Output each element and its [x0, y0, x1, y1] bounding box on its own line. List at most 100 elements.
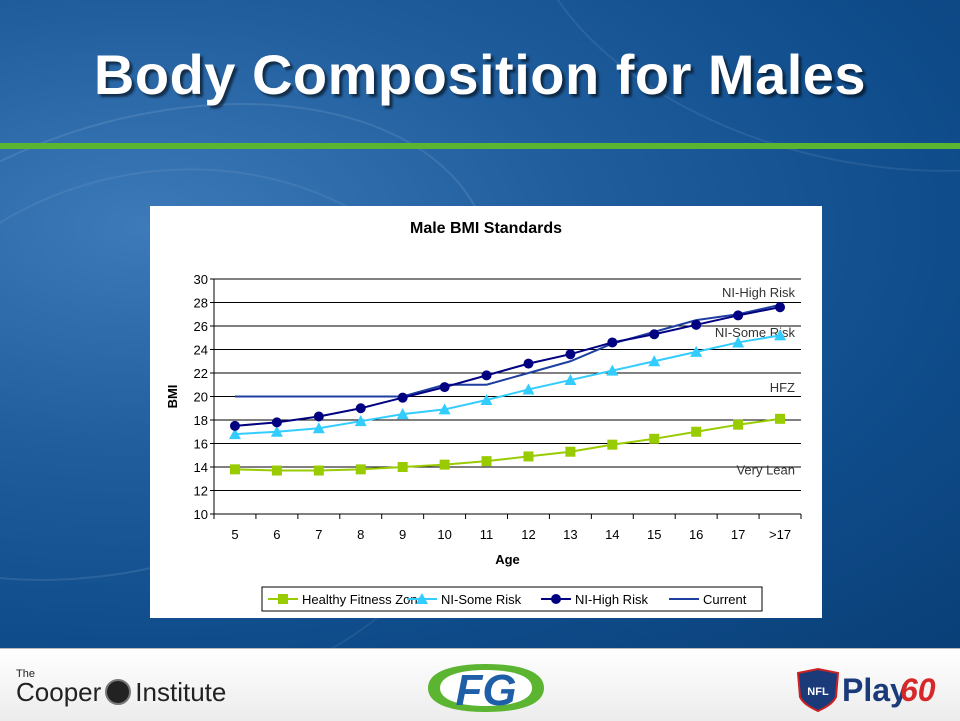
data-point-healthy-fitness-zone — [733, 419, 744, 430]
cooper-institute-logo: The Cooper Institute — [12, 668, 252, 712]
legend-marker-ni-some-risk — [416, 593, 428, 604]
data-point-healthy-fitness-zone — [565, 446, 576, 457]
data-point-healthy-fitness-zone — [775, 413, 786, 424]
region-annotation: HFZ — [770, 380, 795, 395]
data-point-ni-high-risk — [397, 392, 408, 403]
data-point-healthy-fitness-zone — [523, 451, 534, 462]
play-number-text: 60 — [900, 672, 936, 708]
x-tick-label: 8 — [357, 527, 364, 542]
y-tick-label: 28 — [194, 296, 208, 311]
series-line-current — [234, 303, 781, 398]
data-point-ni-some-risk — [270, 425, 283, 437]
cooper-emblem-icon — [105, 679, 132, 706]
x-axis-title: Age — [495, 552, 520, 567]
data-point-ni-high-risk — [691, 319, 702, 330]
data-point-ni-some-risk — [354, 415, 367, 427]
data-point-healthy-fitness-zone — [439, 459, 450, 470]
y-tick-label: 20 — [194, 390, 208, 405]
data-point-ni-some-risk — [732, 336, 745, 348]
x-tick-label: 16 — [689, 527, 703, 542]
data-point-healthy-fitness-zone — [229, 464, 240, 475]
nfl-shield-icon — [796, 667, 840, 713]
x-tick-label: 15 — [647, 527, 661, 542]
data-point-healthy-fitness-zone — [355, 464, 366, 475]
data-point-ni-some-risk — [564, 374, 577, 386]
logo-word-institute: Institute — [135, 677, 227, 707]
data-point-ni-high-risk — [481, 370, 492, 381]
data-point-ni-some-risk — [774, 329, 787, 341]
data-point-ni-some-risk — [606, 364, 619, 376]
bmi-line-chart: 10 12 14 16 18 20 22 24 26 28 30 5 6 7 8 9 10 11 12 13 14 15 1… — [165, 272, 802, 612]
y-tick-label: 14 — [194, 460, 208, 475]
fitnessgram-logo: FG — [428, 664, 544, 715]
data-point-ni-some-risk — [438, 403, 451, 415]
data-point-ni-some-risk — [480, 394, 493, 406]
logo-word-cooper: Cooper — [16, 677, 102, 707]
play-text: Play — [842, 672, 908, 708]
data-point-healthy-fitness-zone — [397, 462, 408, 472]
x-tick-label: 10 — [437, 527, 451, 542]
series-line-healthy-fitness-zone — [234, 417, 781, 472]
legend-label: NI-Some Risk — [441, 592, 522, 607]
x-tick-label: 6 — [273, 527, 280, 542]
chart-panel: Male BMI Standards 10 12 14 16 18 20 22 24 26 28 3… — [150, 206, 822, 618]
nfl-badge-text: NFL — [807, 686, 829, 698]
y-tick-label: 24 — [194, 343, 208, 358]
accent-bar — [0, 143, 960, 149]
data-point-ni-high-risk — [565, 349, 576, 360]
x-tick-label: 12 — [521, 527, 535, 542]
legend-label: NI-High Risk — [575, 592, 648, 607]
logo-text: Cooper Institute — [16, 677, 226, 708]
data-point-ni-high-risk — [439, 382, 450, 393]
background-swirl — [483, 0, 960, 233]
data-point-ni-some-risk — [648, 355, 661, 367]
y-tick-label: 30 — [194, 272, 208, 287]
data-point-ni-high-risk — [355, 403, 366, 414]
x-tick-label: 11 — [480, 527, 494, 542]
x-tick-label: 14 — [605, 527, 619, 542]
data-point-ni-high-risk — [607, 337, 618, 348]
data-point-ni-high-risk — [271, 417, 282, 428]
data-point-healthy-fitness-zone — [691, 426, 702, 437]
y-tick-label: 26 — [194, 319, 208, 334]
data-point-ni-high-risk — [313, 411, 324, 422]
data-point-healthy-fitness-zone — [649, 433, 660, 444]
legend-marker-ni-high-risk — [551, 594, 561, 604]
x-tick-label: 5 — [231, 527, 238, 542]
series-line-ni-high-risk — [234, 306, 781, 427]
y-tick-label: 18 — [194, 413, 208, 428]
data-point-healthy-fitness-zone — [313, 465, 324, 476]
x-tick-label: 7 — [315, 527, 322, 542]
logo-small-text: The — [16, 668, 35, 680]
data-point-ni-some-risk — [396, 408, 409, 420]
nfl-play60-logo: NFL Play 60 — [796, 667, 936, 713]
y-tick-label: 16 — [194, 437, 208, 452]
x-tick-label: 17 — [731, 527, 745, 542]
logo-fg-text: FG — [455, 666, 516, 715]
data-point-ni-high-risk — [733, 310, 744, 321]
legend-label: Current — [703, 592, 747, 607]
data-point-ni-high-risk — [649, 329, 660, 340]
data-point-ni-some-risk — [228, 428, 241, 440]
data-point-ni-high-risk — [775, 302, 786, 313]
chart-title: Male BMI Standards — [409, 220, 563, 237]
data-point-ni-some-risk — [690, 345, 703, 357]
data-point-ni-high-risk — [523, 358, 534, 369]
x-tick-label: 9 — [399, 527, 406, 542]
logo-oval-inner-icon — [440, 670, 532, 706]
series-line-ni-some-risk — [234, 334, 781, 436]
y-tick-label: 22 — [194, 366, 208, 381]
x-tick-label: >17 — [769, 527, 791, 542]
y-tick-label: 12 — [194, 484, 208, 499]
legend-marker-healthy-fitness-zone — [278, 594, 288, 604]
data-point-healthy-fitness-zone — [271, 465, 282, 476]
data-point-ni-some-risk — [312, 422, 325, 434]
region-annotation: Very Lean — [736, 462, 795, 477]
data-point-ni-high-risk — [229, 420, 240, 431]
y-axis-title: BMI — [165, 385, 180, 409]
data-point-healthy-fitness-zone — [607, 439, 618, 450]
slide-title: Body Composition for Males — [93, 43, 867, 106]
data-point-ni-some-risk — [522, 383, 535, 395]
legend-label: Healthy Fitness Zone — [302, 592, 425, 607]
data-point-healthy-fitness-zone — [481, 456, 492, 467]
